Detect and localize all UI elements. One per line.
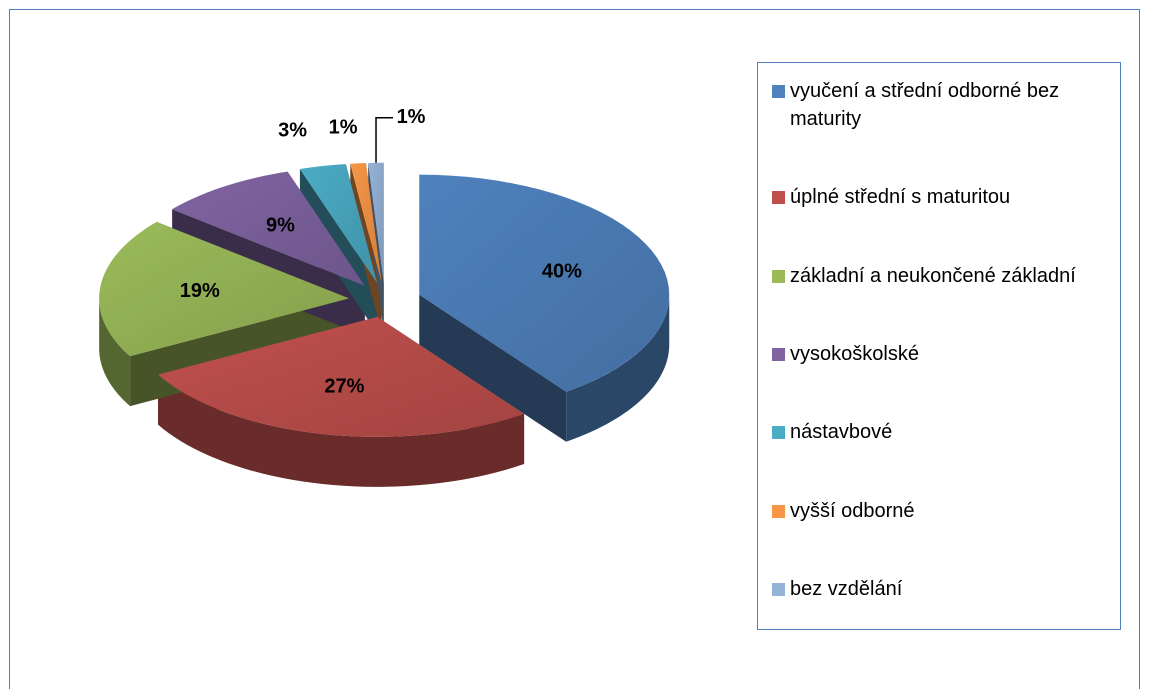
slice-wall xyxy=(419,294,567,442)
legend-item: vyšší odborné xyxy=(772,497,1110,525)
slice-side xyxy=(99,298,131,407)
slice xyxy=(299,164,378,284)
legend: vyučení a střední odborné bez maturity úp… xyxy=(757,62,1121,630)
legend-item: bez vzdělání xyxy=(772,575,1110,603)
legend-label: nástavbové xyxy=(790,421,893,444)
slice xyxy=(172,171,365,286)
data-label: 3% xyxy=(278,119,307,141)
legend-swatch xyxy=(772,582,785,596)
slice-side xyxy=(158,374,525,487)
slice xyxy=(99,221,350,357)
slice xyxy=(368,162,384,283)
legend-swatch xyxy=(772,426,785,440)
leader-line xyxy=(375,117,394,163)
legend-label: úplné střední s maturitou xyxy=(790,186,1011,209)
data-label: 40% xyxy=(542,261,582,283)
legend-label: základní a neukončené základní xyxy=(790,264,1076,287)
legend-swatch xyxy=(772,269,785,283)
page: {"chart_data": {"type": "pie", "categori… xyxy=(9,9,1140,689)
slice xyxy=(350,163,382,283)
legend-item: základní a neukončené základní xyxy=(772,262,1110,290)
legend-label: vysokoškolské xyxy=(790,342,919,365)
legend-swatch xyxy=(772,85,785,98)
data-label: 1% xyxy=(329,117,358,139)
slice xyxy=(158,316,525,437)
legend-swatch xyxy=(772,347,785,361)
data-label: 1% xyxy=(397,106,426,128)
legend-item: vysokoškolské xyxy=(772,340,1110,368)
data-label: 9% xyxy=(266,214,295,236)
slice xyxy=(419,174,670,392)
legend-label: vyučení a střední odborné bez maturity xyxy=(790,80,1060,130)
legend-label: bez vzdělání xyxy=(790,577,903,600)
legend-item: vyučení a střední odborné bez maturity xyxy=(772,77,1110,133)
data-label: 19% xyxy=(180,280,220,302)
legend-item: úplné střední s maturitou xyxy=(772,183,1110,211)
chart-border xyxy=(9,9,1140,689)
legend-swatch xyxy=(772,504,785,518)
legend-label: vyšší odborné xyxy=(790,499,915,522)
legend-item: nástavbové xyxy=(772,418,1110,446)
pie-chart: 40% 27% 19% 9% 3% 1% 1% xyxy=(99,106,670,487)
legend-swatch xyxy=(772,191,785,205)
data-label: 27% xyxy=(324,375,364,397)
slice-side xyxy=(566,294,670,442)
